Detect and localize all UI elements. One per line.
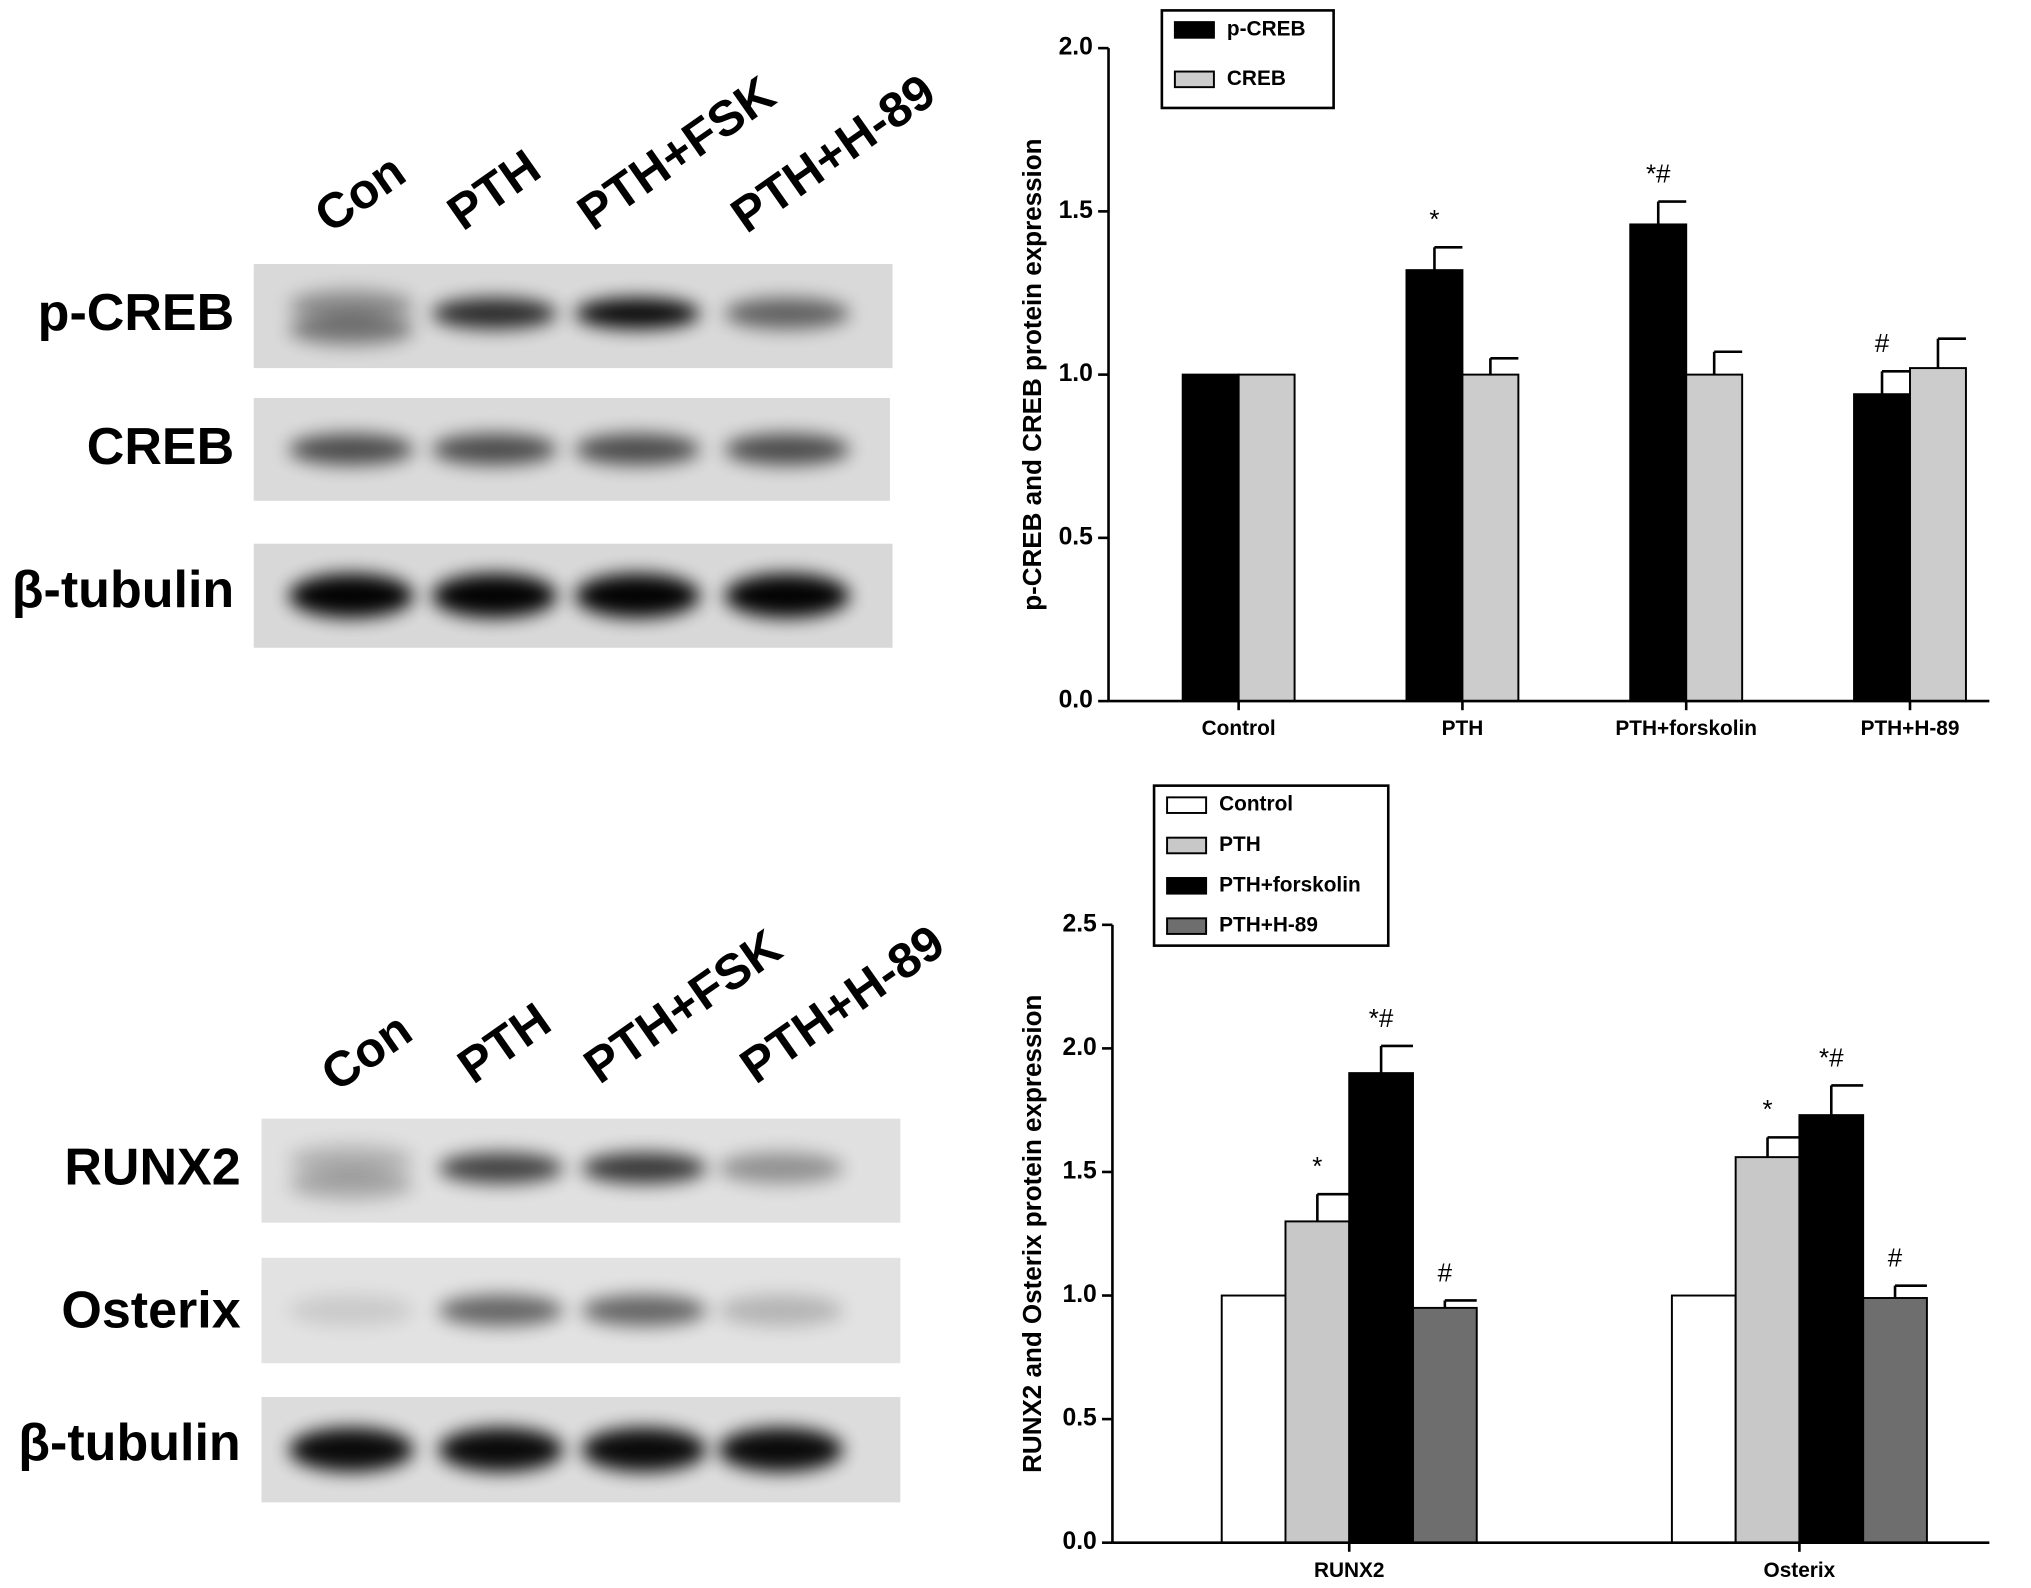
lane-label: Con: [305, 143, 415, 243]
legend-label: PTH+H-89: [1219, 914, 1318, 937]
legend-label: Control: [1219, 793, 1293, 816]
bar: [1220, 1294, 1287, 1544]
significance-label: *: [1312, 1151, 1322, 1181]
blot-band: [724, 433, 850, 466]
x-tick-label: PTH+forskolin: [1615, 717, 1757, 740]
bar: [1181, 373, 1240, 703]
row-label: p-CREB: [38, 284, 235, 342]
blot-band: [288, 433, 414, 466]
legend-swatch: [1166, 877, 1208, 895]
bar: [1405, 269, 1464, 703]
significance-label: *: [1762, 1094, 1772, 1124]
bar: [1348, 1072, 1414, 1544]
y-tick-label: 1.5: [1059, 197, 1094, 224]
bar: [1685, 373, 1744, 703]
blot-band: [438, 1427, 564, 1472]
blot-band: [288, 1294, 414, 1327]
legend-label: CREB: [1227, 67, 1286, 90]
blot-band: [718, 1152, 844, 1184]
bar: [1237, 373, 1296, 703]
legend-label: PTH+forskolin: [1219, 873, 1361, 896]
blot-band: [288, 290, 414, 322]
blot-band: [575, 297, 700, 330]
x-tick-label: Osterix: [1764, 1559, 1836, 1582]
bar: [1461, 373, 1520, 703]
bar: [1284, 1220, 1351, 1544]
significance-label: *#: [1646, 158, 1671, 188]
legend-swatch: [1173, 70, 1215, 89]
y-tick-label: 2.0: [1059, 34, 1093, 61]
y-tick-label: 0.0: [1059, 687, 1093, 714]
bar: [1670, 1294, 1737, 1544]
legend-swatch: [1166, 796, 1208, 814]
blot-band: [724, 297, 850, 330]
blot-band: [575, 433, 700, 466]
blot-band: [581, 1427, 707, 1472]
blot-band: [288, 1144, 414, 1176]
blot-band: [575, 573, 700, 618]
row-label: Osterix: [61, 1282, 240, 1340]
bar: [1909, 367, 1967, 703]
bar: [1853, 393, 1911, 703]
significance-label: *#: [1369, 1003, 1394, 1033]
legend-label: PTH: [1219, 833, 1261, 856]
y-tick-label: 0.5: [1059, 523, 1094, 550]
significance-label: #: [1875, 328, 1890, 358]
blot-band: [581, 1152, 707, 1184]
blot-band: [718, 1427, 844, 1472]
blot-band: [718, 1294, 844, 1327]
legend-swatch: [1173, 21, 1215, 39]
lane-label: PTH: [448, 992, 561, 1094]
y-axis-label: RUNX2 and Osterix protein expression: [1017, 995, 1047, 1473]
blot-band: [431, 433, 557, 466]
lane-label: Con: [311, 1002, 421, 1102]
row-label: β-tubulin: [12, 561, 234, 619]
lane-label: PTH: [438, 139, 551, 241]
row-label: RUNX2: [64, 1138, 240, 1196]
y-tick-label: 1.0: [1062, 1281, 1096, 1308]
bar: [1734, 1156, 1801, 1544]
blot-band: [431, 297, 557, 330]
y-tick-label: 0.0: [1062, 1528, 1096, 1555]
bar: [1798, 1114, 1865, 1544]
legend-swatch: [1166, 917, 1208, 935]
y-tick-label: 2.5: [1062, 910, 1097, 937]
y-tick-label: 1.5: [1062, 1157, 1097, 1184]
x-tick-label: PTH: [1442, 717, 1484, 740]
x-tick-label: RUNX2: [1314, 1559, 1385, 1582]
row-label: CREB: [87, 418, 234, 476]
legend-swatch: [1166, 836, 1208, 855]
y-tick-label: 0.5: [1062, 1405, 1097, 1432]
blot-band: [288, 313, 414, 345]
blot-band: [724, 573, 850, 618]
blot-band: [288, 1168, 414, 1200]
blot-band: [581, 1294, 707, 1327]
significance-label: #: [1888, 1243, 1903, 1273]
y-tick-label: 1.0: [1059, 360, 1093, 387]
bar: [1412, 1306, 1478, 1544]
significance-label: #: [1438, 1257, 1453, 1287]
y-axis-label: p-CREB and CREB protein expression: [1017, 138, 1047, 610]
blot-band: [431, 573, 557, 618]
blot-band: [288, 1427, 414, 1472]
bar: [1862, 1297, 1928, 1544]
x-tick-label: Control: [1202, 717, 1276, 740]
blot-band: [438, 1294, 564, 1327]
row-label: β-tubulin: [18, 1414, 240, 1472]
x-tick-label: PTH+H-89: [1861, 717, 1960, 740]
significance-label: *: [1429, 204, 1439, 234]
bar: [1629, 223, 1688, 703]
blot-band: [438, 1152, 564, 1184]
blot-band: [288, 573, 414, 618]
legend-label: p-CREB: [1227, 17, 1306, 40]
significance-label: *#: [1819, 1042, 1844, 1072]
y-tick-label: 2.0: [1062, 1034, 1096, 1061]
